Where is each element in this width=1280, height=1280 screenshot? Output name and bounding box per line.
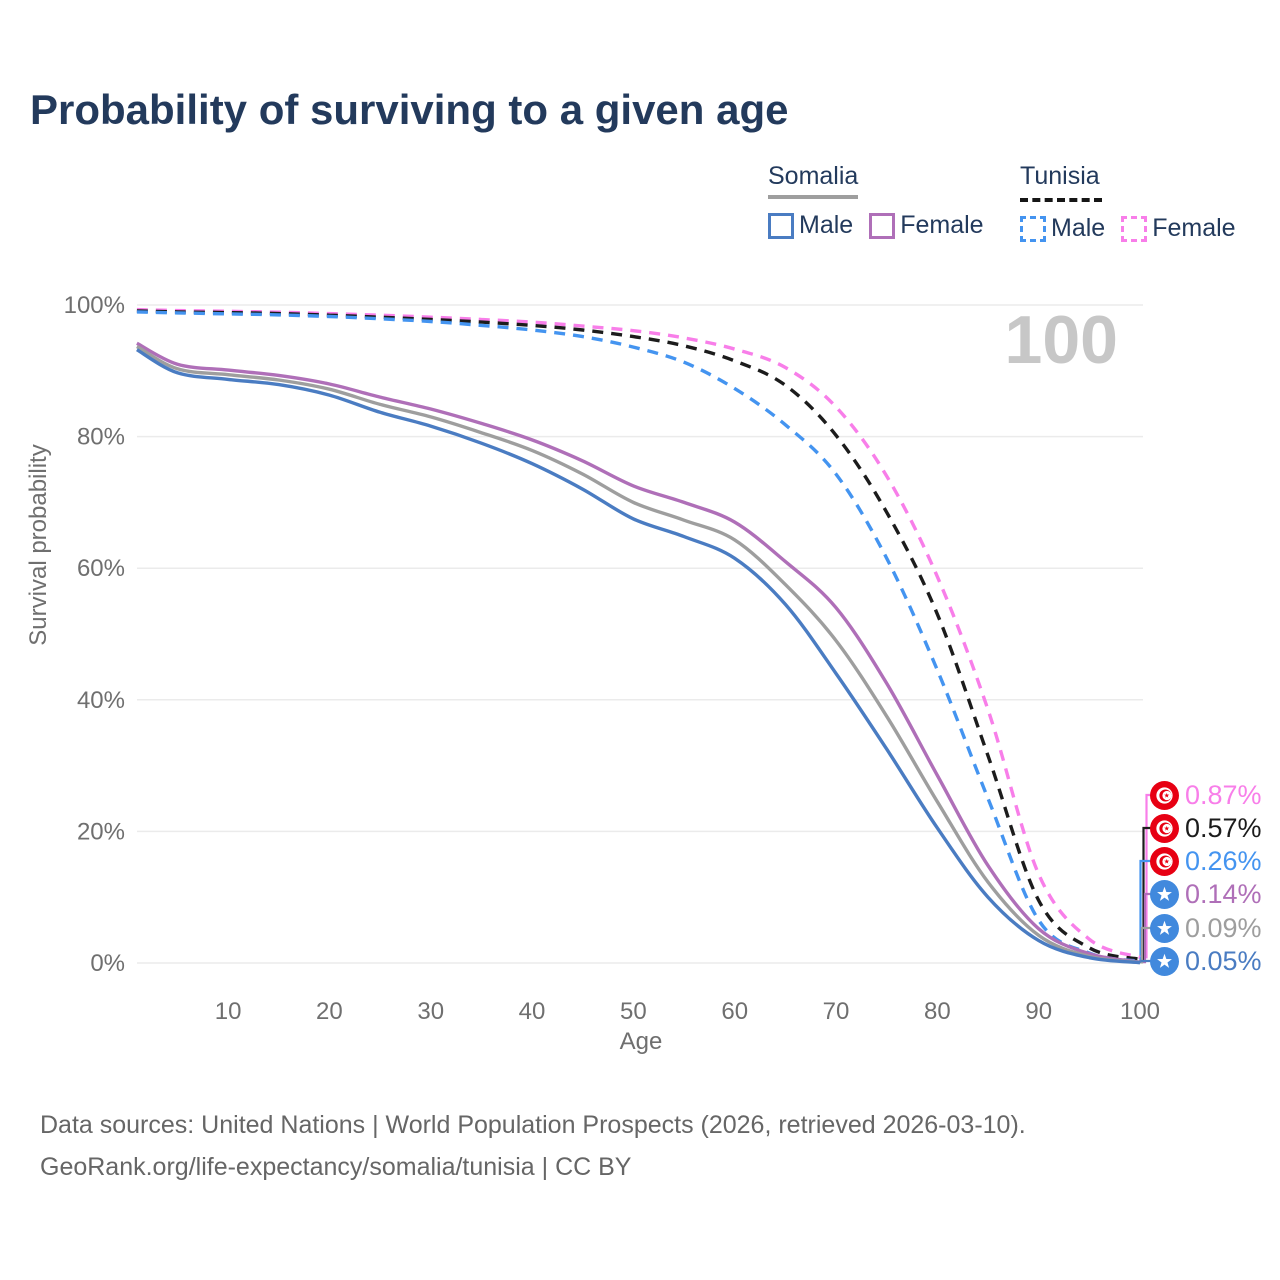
chart-title: Probability of surviving to a given age — [30, 86, 789, 133]
x-tick-label: 70 — [823, 998, 850, 1025]
data-sources-line: Data sources: United Nations | World Pop… — [40, 1111, 1026, 1139]
y-tick-label: 80% — [77, 424, 125, 451]
legend-label-somalia-male: Male — [799, 211, 854, 239]
end-value-somalia-male: 0.05% — [1185, 945, 1262, 976]
somalia-flag-icon — [1150, 913, 1179, 943]
x-tick-label: 30 — [417, 998, 444, 1025]
legend-entry-tunisia-male: Male — [1020, 214, 1105, 243]
end-value-somalia-female: 0.14% — [1185, 878, 1262, 909]
curve-tunisia-male — [136, 310, 1141, 963]
legend-label-tunisia-female: Female — [1152, 214, 1236, 242]
end-label-tunisia-female: 0.87% — [1150, 780, 1262, 810]
end-label-connectors — [1138, 793, 1151, 964]
end-label-somalia-female: 0.14% — [1150, 879, 1262, 909]
end-value-tunisia-both: 0.57% — [1185, 812, 1262, 843]
age-watermark: 100 — [1005, 302, 1118, 378]
end-label-somalia-male: 0.05% — [1150, 946, 1262, 976]
tunisia-male-swatch-icon — [1020, 215, 1046, 242]
x-tick-label: 10 — [215, 998, 242, 1025]
x-tick-label: 60 — [721, 998, 748, 1025]
survival-curves — [136, 307, 1141, 965]
footer-attribution: Data sources: United Nations | World Pop… — [40, 1104, 1026, 1188]
y-tick-label: 20% — [77, 818, 125, 845]
end-value-somalia-both: 0.09% — [1185, 912, 1262, 943]
legend-entry-somalia-female: Female — [869, 211, 984, 240]
curve-somalia-female — [136, 341, 1141, 964]
end-value-tunisia-male: 0.26% — [1185, 845, 1262, 876]
tunisia-flag-icon — [1150, 780, 1179, 810]
tunisia-female-swatch-icon — [1121, 215, 1148, 242]
somalia-flag-icon — [1150, 879, 1179, 909]
source-url-line: GeoRank.org/life-expectancy/somalia/tuni… — [40, 1153, 632, 1181]
x-tick-label: 80 — [924, 998, 951, 1025]
curve-somalia-both — [136, 345, 1141, 965]
end-label-tunisia-both: 0.57% — [1150, 813, 1262, 843]
y-tick-label: 100% — [64, 292, 125, 319]
legend-label-somalia-female: Female — [900, 211, 984, 239]
legend-label-tunisia-male: Male — [1051, 214, 1106, 242]
y-tick-label: 40% — [77, 687, 125, 714]
legend-group-tunisia: Tunisia Male Female — [1020, 162, 1252, 243]
somalia-flag-icon — [1150, 946, 1179, 976]
curve-somalia-male — [136, 348, 1141, 965]
end-label-tunisia-male: 0.26% — [1150, 846, 1262, 876]
x-tick-label: 50 — [620, 998, 647, 1025]
x-axis-title: Age — [620, 1028, 663, 1055]
legend-title-tunisia: Tunisia — [1020, 162, 1100, 190]
legend-entries-tunisia: Male Female — [1020, 214, 1252, 243]
legend-group-somalia: Somalia Male Female — [768, 162, 1000, 240]
legend-entry-tunisia-female: Female — [1121, 214, 1236, 243]
legend-title-somalia: Somalia — [768, 162, 859, 190]
y-tick-label: 0% — [90, 950, 125, 977]
somalia-male-swatch-icon — [768, 212, 794, 239]
legend-entries-somalia: Male Female — [768, 211, 1000, 240]
legend-dashed-line-sample — [1020, 198, 1102, 202]
gridlines — [137, 304, 1143, 964]
y-axis-tick-labels: 0% 20% 40% 60% 80% 100% — [64, 292, 125, 977]
end-value-tunisia-female: 0.87% — [1185, 779, 1262, 810]
y-tick-label: 60% — [77, 555, 125, 582]
y-axis-title: Survival probability — [25, 444, 52, 645]
legend-entry-somalia-male: Male — [768, 211, 853, 240]
tunisia-flag-icon — [1150, 813, 1179, 843]
curve-tunisia-both — [136, 309, 1141, 961]
end-label-somalia-both: 0.09% — [1150, 913, 1262, 943]
somalia-female-swatch-icon — [869, 212, 896, 239]
x-tick-label: 20 — [316, 998, 343, 1025]
x-axis-tick-labels: 10 20 30 40 50 60 70 80 90 100 — [215, 998, 1160, 1025]
curve-tunisia-female — [136, 307, 1141, 959]
tunisia-flag-icon — [1150, 846, 1179, 876]
x-tick-label: 90 — [1025, 998, 1052, 1025]
x-tick-label: 100 — [1120, 998, 1160, 1025]
x-tick-label: 40 — [519, 998, 546, 1025]
legend-solid-line-sample — [768, 195, 858, 199]
